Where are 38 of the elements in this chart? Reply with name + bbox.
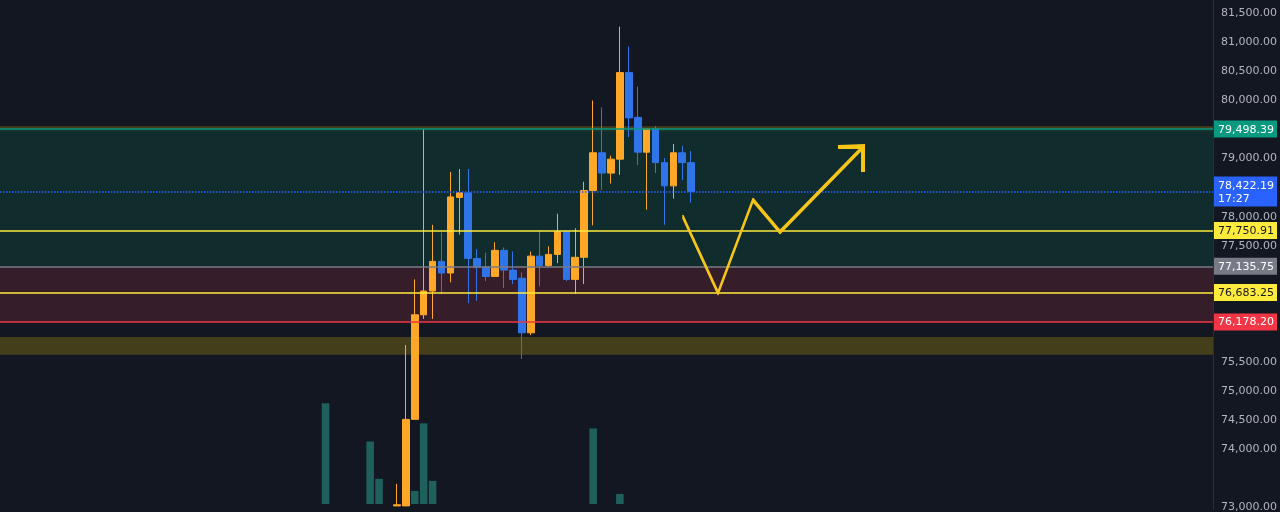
ref-line-label: 78,422.19 17:27	[1218, 178, 1274, 205]
y-tick-label: 81,000.00	[1221, 35, 1277, 49]
bar	[589, 428, 597, 504]
candlestick	[661, 157, 668, 226]
ref-line-label: 77,135.75	[1218, 259, 1274, 273]
candlestick	[643, 127, 650, 211]
candlestick	[438, 231, 445, 295]
candlestick	[482, 252, 490, 282]
candlestick	[536, 230, 543, 287]
ref-line-label: 79,498.39	[1218, 122, 1274, 136]
candlestick	[563, 231, 570, 282]
candlestick	[670, 143, 677, 200]
y-tick-label: 78,000.00	[1221, 209, 1277, 223]
y-tick-label: 77,500.00	[1221, 238, 1277, 252]
candlestick	[554, 213, 561, 264]
candlestick	[447, 171, 454, 283]
candlestick	[456, 168, 463, 236]
candlestick	[545, 245, 552, 268]
y-tick-label: 81,500.00	[1221, 6, 1277, 20]
y-tick-label: 79,000.00	[1221, 151, 1277, 165]
ref-line-label: 76,683.25	[1218, 286, 1274, 300]
candlestick	[598, 106, 606, 191]
bar	[428, 480, 437, 504]
ref-line-label: 77,750.91	[1218, 224, 1274, 238]
y-tick-label: 75,000.00	[1221, 383, 1277, 397]
y-tick-label: 74,500.00	[1221, 412, 1277, 426]
candlestick	[652, 125, 659, 174]
candlestick	[527, 251, 535, 336]
y-tick-label: 74,000.00	[1221, 441, 1277, 455]
bar	[616, 493, 624, 504]
candlestick	[491, 241, 499, 278]
y-tick-label: 80,500.00	[1221, 64, 1277, 78]
candlestick	[429, 224, 436, 320]
y-tick-label: 80,000.00	[1221, 93, 1277, 107]
bar	[321, 403, 330, 504]
y-tick-label: 73,000.00	[1221, 500, 1277, 512]
ref-line-label: 76,178.20	[1218, 315, 1274, 329]
y-tick-label: 75,500.00	[1221, 354, 1277, 368]
